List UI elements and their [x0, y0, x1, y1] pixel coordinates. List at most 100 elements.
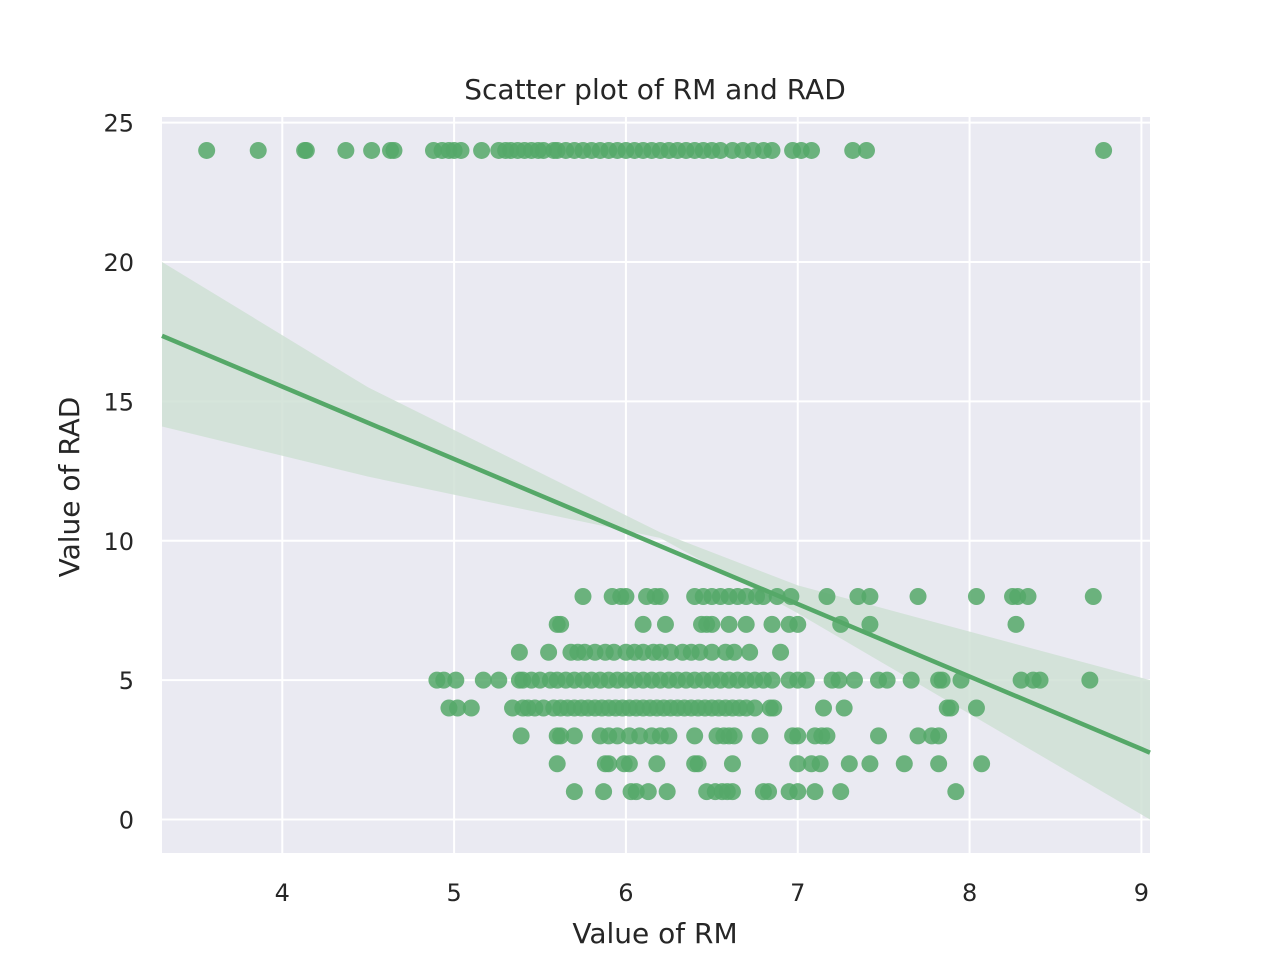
data-point	[930, 755, 948, 773]
data-point	[760, 783, 778, 801]
data-point	[490, 671, 508, 689]
data-point	[765, 699, 783, 717]
data-point	[452, 141, 470, 159]
points-layer	[198, 141, 1113, 801]
data-point	[947, 783, 965, 801]
data-point	[815, 699, 833, 717]
data-point	[1081, 671, 1099, 689]
data-point	[811, 755, 829, 773]
data-point	[656, 615, 674, 633]
data-point	[198, 141, 216, 159]
y-tick-label: 25	[103, 110, 134, 138]
data-point	[363, 141, 381, 159]
data-point	[789, 783, 807, 801]
data-point	[600, 755, 618, 773]
data-point	[651, 588, 669, 606]
data-point	[803, 141, 821, 159]
regression-line-layer	[161, 333, 1151, 755]
y-tick-label: 10	[103, 528, 134, 556]
data-point	[818, 588, 836, 606]
y-tick-label: 0	[119, 807, 134, 835]
data-point	[703, 615, 721, 633]
data-point	[639, 783, 657, 801]
data-point	[835, 699, 853, 717]
data-point	[861, 588, 879, 606]
data-point	[789, 727, 807, 745]
data-point	[595, 783, 613, 801]
data-point	[435, 671, 453, 689]
data-point	[902, 671, 920, 689]
data-point	[385, 141, 403, 159]
data-point	[741, 643, 759, 661]
x-tick-label: 7	[790, 879, 805, 907]
data-point	[548, 755, 566, 773]
data-point	[832, 783, 850, 801]
y-tick-label: 5	[119, 667, 134, 695]
data-point	[737, 615, 755, 633]
data-point	[552, 615, 570, 633]
data-point	[857, 141, 875, 159]
data-point	[746, 699, 764, 717]
data-point	[870, 727, 888, 745]
data-point	[720, 615, 738, 633]
data-point	[751, 727, 769, 745]
data-point	[617, 588, 635, 606]
data-point	[447, 671, 465, 689]
data-point	[691, 643, 709, 661]
data-point	[1019, 588, 1037, 606]
data-point	[540, 643, 558, 661]
data-point	[711, 141, 729, 159]
data-point	[648, 755, 666, 773]
data-point	[830, 671, 848, 689]
data-point	[1031, 671, 1049, 689]
data-point	[574, 588, 592, 606]
data-point	[797, 671, 815, 689]
data-point	[933, 671, 951, 689]
data-point	[1084, 588, 1102, 606]
data-point	[462, 699, 480, 717]
x-tick-label: 8	[962, 879, 977, 907]
data-point	[605, 643, 623, 661]
data-point	[840, 755, 858, 773]
y-axis-label: Value of RAD	[53, 397, 86, 578]
data-point	[942, 699, 960, 717]
data-point	[763, 615, 781, 633]
data-point	[565, 783, 583, 801]
data-point	[620, 755, 638, 773]
data-point	[474, 671, 492, 689]
data-point	[930, 727, 948, 745]
y-tick-label: 20	[103, 249, 134, 277]
data-point	[512, 727, 530, 745]
data-point	[627, 783, 645, 801]
data-point	[634, 615, 652, 633]
data-point	[909, 588, 927, 606]
data-point	[703, 643, 721, 661]
data-point	[608, 727, 626, 745]
regression-line	[161, 333, 1151, 755]
data-point	[723, 783, 741, 801]
data-point	[510, 643, 528, 661]
data-point	[565, 727, 583, 745]
data-point	[763, 671, 781, 689]
x-tick-label: 4	[275, 879, 290, 907]
x-tick-label: 9	[1134, 879, 1149, 907]
data-point	[337, 141, 355, 159]
data-point	[845, 671, 863, 689]
data-point	[967, 588, 985, 606]
data-point	[662, 643, 680, 661]
data-point	[763, 141, 781, 159]
data-point	[686, 727, 704, 745]
data-point	[895, 755, 913, 773]
data-point	[806, 783, 824, 801]
data-point	[973, 755, 991, 773]
data-point	[844, 141, 862, 159]
data-point	[789, 615, 807, 633]
data-point	[449, 699, 467, 717]
y-tick-label: 15	[103, 388, 134, 416]
x-axis-label: Value of RM	[572, 917, 737, 950]
data-point	[909, 727, 927, 745]
x-tick-labels: 4 5 6 7 8 9	[275, 879, 1149, 907]
data-point	[552, 727, 570, 745]
data-point	[1007, 615, 1025, 633]
